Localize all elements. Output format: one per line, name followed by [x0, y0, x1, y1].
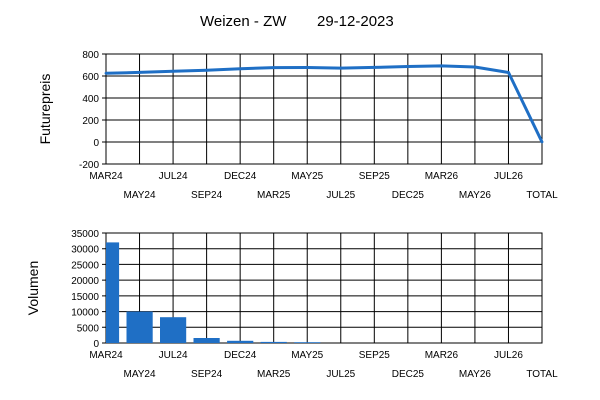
x-tick-label: TOTAL: [526, 190, 558, 201]
price-point: [238, 67, 242, 71]
volume-bar: [160, 317, 187, 343]
x-tick-label: MAY24: [124, 369, 156, 380]
x-tick-label: JUL24: [159, 171, 188, 182]
chart-date: 29-12-2023: [317, 13, 394, 30]
price-chart: 8006004002000-200MAR24MAY24JUL24SEP24DEC…: [37, 50, 558, 201]
x-tick-label: DEC24: [224, 350, 257, 361]
price-point: [473, 65, 477, 69]
y-tick-label: 15000: [71, 292, 99, 303]
x-tick-label: MAR25: [257, 369, 291, 380]
y-tick-label: 5000: [77, 323, 100, 334]
y-tick-label: 30000: [71, 245, 99, 256]
x-tick-label: MAR25: [257, 190, 291, 201]
x-tick-label: DEC25: [392, 369, 425, 380]
x-tick-label: DEC24: [224, 171, 257, 182]
price-point: [272, 66, 276, 70]
x-tick-label: MAR24: [89, 171, 123, 182]
plot-border: [105, 53, 543, 165]
volume-bar: [294, 342, 321, 343]
price-point: [406, 65, 410, 68]
x-tick-label: MAR26: [425, 171, 459, 182]
price-point: [540, 140, 544, 144]
price-point: [339, 66, 343, 70]
price-point: [439, 64, 443, 68]
x-tick-label: JUL26: [494, 350, 523, 361]
x-tick-label: JUL25: [326, 190, 355, 201]
x-tick-label: MAY26: [459, 190, 491, 201]
volume-bar: [193, 338, 220, 343]
x-tick-label: MAY26: [459, 369, 491, 380]
x-tick-label: TOTAL: [526, 369, 558, 380]
chart-title: Weizen - ZW: [200, 13, 287, 30]
x-tick-label: JUL26: [494, 171, 523, 182]
y-tick-label: 10000: [71, 308, 99, 319]
x-tick-label: MAR24: [89, 350, 123, 361]
y-tick-label: 200: [82, 116, 99, 127]
y-axis-label: Futurepreis: [37, 74, 53, 145]
price-point: [138, 70, 141, 74]
y-tick-label: 800: [82, 50, 99, 61]
x-tick-label: SEP25: [359, 350, 391, 361]
y-tick-label: 20000: [71, 276, 99, 287]
x-tick-label: JUL24: [159, 350, 188, 361]
price-point: [205, 68, 209, 72]
y-axis-label: Volumen: [25, 261, 41, 315]
price-line: [105, 64, 544, 143]
x-tick-label: SEP24: [191, 190, 223, 201]
price-point: [507, 71, 510, 74]
volume-bar: [227, 340, 254, 343]
y-tick-label: 600: [82, 72, 99, 83]
y-tick-label: 35000: [71, 229, 99, 240]
x-tick-label: MAY24: [124, 190, 156, 201]
x-tick-label: JUL25: [326, 369, 355, 380]
price-point: [171, 69, 175, 73]
price-point: [372, 66, 376, 69]
y-tick-label: 0: [93, 138, 99, 149]
x-tick-label: MAY25: [291, 350, 323, 361]
y-tick-label: 400: [82, 94, 99, 105]
price-point: [305, 66, 309, 69]
price-point: [104, 71, 108, 75]
y-tick-label: -200: [79, 160, 99, 171]
x-tick-label: SEP24: [191, 369, 223, 380]
volume-bar: [126, 311, 153, 343]
y-tick-label: 0: [93, 339, 99, 350]
volume-bar: [106, 242, 120, 343]
volume-chart: 35000 30000 25000 20000 15000 10000 5000 0MAR24…: [25, 229, 558, 380]
y-tick-label: 25000: [71, 260, 99, 271]
volume-bar: [260, 341, 287, 343]
x-tick-label: SEP25: [359, 171, 391, 182]
x-tick-label: MAY25: [291, 171, 323, 182]
x-tick-label: MAR26: [425, 350, 459, 361]
x-tick-label: DEC25: [392, 190, 425, 201]
